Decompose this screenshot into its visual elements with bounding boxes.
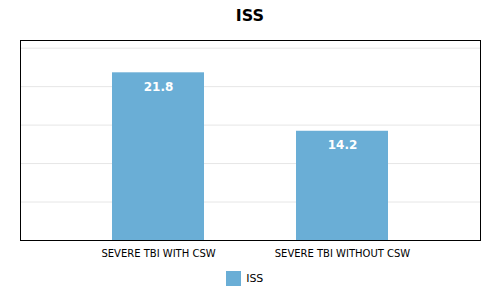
html-text:ISS: ISS <box>235 6 265 25</box>
svg-text:21.8: 21.8 <box>144 80 174 94</box>
svg-text:SEVERE TBI WITHOUT CSW: SEVERE TBI WITHOUT CSW <box>275 248 411 259</box>
svg-text:SEVERE TBI WITH CSW: SEVERE TBI WITH CSW <box>101 248 215 259</box>
html-text:ISS: ISS <box>246 271 264 285</box>
svg-text:14.2: 14.2 <box>328 138 358 152</box>
